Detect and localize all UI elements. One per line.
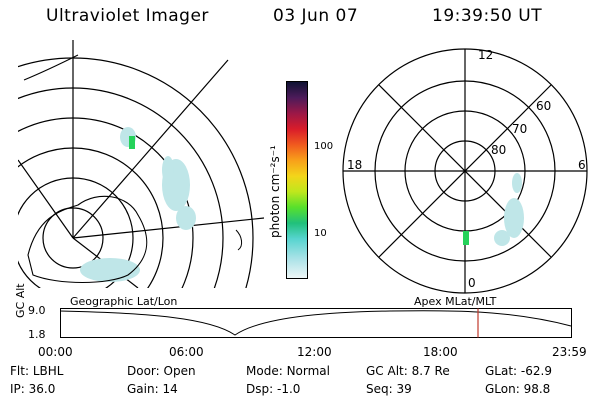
strip-x-tick-1200: 12:00 xyxy=(297,345,332,359)
strip-y-tick-1.8: 1.8 xyxy=(28,328,46,341)
meta-gcalt-label: GC Alt: xyxy=(366,364,408,378)
polar-lat-70: 70 xyxy=(512,122,527,136)
meta-mode-label: Mode: xyxy=(246,364,283,378)
meta-gain-label: Gain: xyxy=(127,382,159,396)
instrument-title: Ultraviolet Imager xyxy=(46,6,209,26)
meta-door: Door: Open xyxy=(127,364,196,378)
meta-seq-value: 39 xyxy=(397,382,412,396)
meta-door-label: Door: xyxy=(127,364,160,378)
strip-y-label: GC Alt xyxy=(14,283,27,318)
meta-mode-value: Normal xyxy=(287,364,330,378)
meta-dsp-value: -1.0 xyxy=(277,382,300,396)
colorbar-tick-10: 10 xyxy=(314,228,327,239)
meta-glon-value: 98.8 xyxy=(524,382,551,396)
colorbar-tick-100: 100 xyxy=(314,141,333,152)
colorbar xyxy=(286,81,308,279)
meta-gcalt-value: 8.7 Re xyxy=(412,364,450,378)
altitude-strip-chart xyxy=(60,308,572,338)
meta-flt: Flt: LBHL xyxy=(10,364,63,378)
meta-seq: Seq: 39 xyxy=(366,382,412,396)
meta-glon: GLon: 98.8 xyxy=(485,382,550,396)
strip-x-tick-0000: 00:00 xyxy=(38,345,73,359)
polar-label-6: 6 xyxy=(578,158,586,172)
polar-label-0: 0 xyxy=(468,276,476,290)
meta-dsp-label: Dsp: xyxy=(246,382,273,396)
strip-x-tick-0600: 06:00 xyxy=(169,345,204,359)
colorbar-unit-label: photon cm⁻²s⁻¹ xyxy=(268,145,282,238)
meta-seq-label: Seq: xyxy=(366,382,393,396)
meta-mode: Mode: Normal xyxy=(246,364,330,378)
meta-dsp: Dsp: -1.0 xyxy=(246,382,300,396)
meta-ip-label: IP: xyxy=(10,382,25,396)
time-label: 19:39:50 UT xyxy=(432,6,542,26)
meta-gain: Gain: 14 xyxy=(127,382,178,396)
meta-glon-label: GLon: xyxy=(485,382,520,396)
strip-right-caption: Apex MLat/MLT xyxy=(414,295,496,308)
meta-gain-value: 14 xyxy=(162,382,177,396)
meta-glat: GLat: -62.9 xyxy=(485,364,552,378)
polar-lat-80: 80 xyxy=(491,143,506,157)
strip-x-tick-1800: 18:00 xyxy=(423,345,458,359)
meta-ip: IP: 36.0 xyxy=(10,382,55,396)
meta-flt-label: Flt: xyxy=(10,364,29,378)
polar-mlt-plot xyxy=(342,48,588,294)
meta-door-value: Open xyxy=(164,364,196,378)
meta-glat-value: -62.9 xyxy=(521,364,552,378)
meta-ip-value: 36.0 xyxy=(29,382,56,396)
polar-lat-60: 60 xyxy=(536,99,551,113)
strip-left-caption: Geographic Lat/Lon xyxy=(70,295,177,308)
polar-label-12: 12 xyxy=(478,48,493,62)
meta-gc-alt: GC Alt: 8.7 Re xyxy=(366,364,450,378)
geographic-map xyxy=(18,40,264,288)
polar-label-18: 18 xyxy=(347,158,362,172)
strip-y-tick-9: 9.0 xyxy=(28,304,46,317)
strip-x-tick-2359: 23:59 xyxy=(552,345,587,359)
meta-glat-label: GLat: xyxy=(485,364,517,378)
date-label: 03 Jun 07 xyxy=(273,6,358,26)
meta-flt-value: LBHL xyxy=(33,364,64,378)
